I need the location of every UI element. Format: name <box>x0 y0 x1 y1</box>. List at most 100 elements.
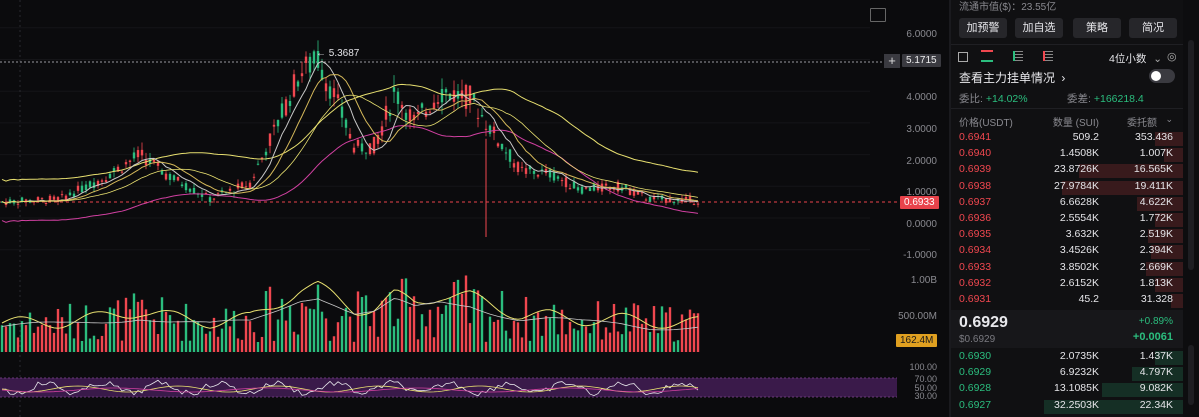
candle-body <box>16 203 20 205</box>
candle-body <box>372 136 376 154</box>
volume-bar <box>604 327 608 352</box>
volume-bar <box>32 332 36 352</box>
add-alert-button[interactable]: 加预警 <box>959 18 1007 38</box>
row-qty: 3.8502K <box>1059 260 1099 273</box>
candle-body <box>216 193 220 195</box>
circ-mcap: 流通市值($)：23.55亿 <box>959 2 1057 13</box>
volume-bar <box>528 340 532 352</box>
volume-bar <box>516 322 520 352</box>
volume-bar <box>120 340 124 352</box>
row-total: 4.797K <box>1139 366 1173 379</box>
volume-bar <box>520 337 524 352</box>
candle-body <box>200 193 204 197</box>
overview-button[interactable]: 简况 <box>1129 18 1177 38</box>
row-price: 0.6941 <box>959 131 992 143</box>
volume-bar <box>572 328 576 352</box>
book-bids-icon[interactable] <box>1013 51 1023 61</box>
volume-bar <box>484 341 488 352</box>
candle-body <box>160 170 164 175</box>
candle-body <box>568 188 572 190</box>
depth-bar <box>1171 294 1183 308</box>
mid-change-abs: +0.0061 <box>1132 331 1173 343</box>
volume-bar <box>536 312 540 352</box>
mid-price-block[interactable]: 0.6929 $0.6929 +0.89% +0.0061 <box>951 310 1183 348</box>
volume-bar <box>664 312 668 352</box>
main-orders-toggle[interactable] <box>1149 69 1175 83</box>
layout-toggle-icon[interactable] <box>958 52 968 62</box>
ask-row[interactable]: 0.6940 1.4508K 1.007K <box>951 147 1183 163</box>
volume-bar <box>28 312 32 352</box>
volume-bar <box>384 297 388 352</box>
candle-body <box>244 186 248 188</box>
page-scrollbar[interactable] <box>1183 0 1199 417</box>
ask-row[interactable]: 0.6938 27.9784K 19.411K <box>951 180 1183 196</box>
scroll-thumb[interactable] <box>1188 345 1194 405</box>
ask-row[interactable]: 0.6936 2.5554K 1.772K <box>951 212 1183 228</box>
candle-body <box>512 163 516 168</box>
volume-bar <box>300 302 304 352</box>
crosshair-add-icon[interactable]: + <box>884 54 900 68</box>
volume-bar <box>304 306 308 352</box>
fullscreen-icon[interactable] <box>870 8 886 22</box>
volume-bar <box>624 307 628 352</box>
volume-bar <box>548 317 552 352</box>
bid-row[interactable]: 0.6929 6.9232K 4.797K <box>951 366 1183 382</box>
volume-bar <box>600 339 604 352</box>
volume-bar <box>196 322 200 352</box>
volume-bar <box>232 310 236 352</box>
volume-bar <box>476 290 480 352</box>
candle-body <box>316 50 320 68</box>
volume-bar <box>480 296 484 352</box>
ask-row[interactable]: 0.6933 3.8502K 2.669K <box>951 261 1183 277</box>
volume-bar <box>180 340 184 352</box>
candle-body <box>560 180 564 182</box>
bid-row[interactable]: 0.6928 13.1085K 9.082K <box>951 382 1183 398</box>
candle-body <box>144 159 148 166</box>
rsi-tick: 70.00 <box>914 374 937 384</box>
volume-bar <box>640 323 644 352</box>
book-both-icon[interactable] <box>981 50 993 62</box>
candle-body <box>616 181 620 192</box>
sort-chevron-icon[interactable]: ⌄ <box>1165 114 1173 124</box>
candle-body <box>236 183 240 189</box>
volume-bar <box>228 326 232 352</box>
decimals-select[interactable]: 4位小数 ⌄ <box>1109 51 1162 66</box>
scroll-thumb[interactable] <box>1188 40 1194 270</box>
candle-body <box>448 93 452 100</box>
candle-body <box>540 169 544 171</box>
ask-row[interactable]: 0.6932 2.6152K 1.813K <box>951 277 1183 293</box>
candle-body <box>640 192 644 194</box>
candle-body <box>192 187 196 194</box>
add-watchlist-button[interactable]: 加自选 <box>1015 18 1063 38</box>
lower-band-line <box>1 125 699 223</box>
candle-body <box>100 180 104 182</box>
volume-bar <box>448 298 452 352</box>
decimals-select-value: 4位小数 <box>1109 53 1147 65</box>
ask-row[interactable]: 0.6935 3.632K 2.519K <box>951 228 1183 244</box>
ask-row[interactable]: 0.6939 23.8726K 16.565K <box>951 163 1183 179</box>
rsi-line <box>2 379 699 397</box>
row-qty: 6.6628K <box>1059 195 1099 208</box>
row-total: 19.411K <box>1134 179 1173 192</box>
chart-canvas[interactable] <box>0 0 949 417</box>
ask-row[interactable]: 0.6934 3.4526K 2.394K <box>951 244 1183 260</box>
strategy-button[interactable]: 策略 <box>1073 18 1121 38</box>
volume-bar <box>404 278 408 352</box>
bid-row[interactable]: 0.6927 32.2503K 22.34K <box>951 399 1183 415</box>
volume-bar <box>72 338 76 352</box>
bid-row[interactable]: 0.6930 2.0735K 1.437K <box>951 350 1183 366</box>
ask-row[interactable]: 0.6931 45.2 31.328 <box>951 293 1183 309</box>
main-orders-link[interactable]: 查看主力挂单情况 › <box>959 69 1065 86</box>
depth-bar <box>1136 196 1183 211</box>
panel-divider[interactable] <box>949 0 951 417</box>
candle-body <box>320 69 324 80</box>
kline-chart[interactable]: 6.0000 4.0000 3.0000 2.0000 1.0000 0.000… <box>0 0 949 417</box>
volume-bar <box>172 323 176 352</box>
settings-icon[interactable]: ◎ <box>1167 51 1177 63</box>
book-asks-icon[interactable] <box>1043 51 1053 61</box>
ask-row[interactable]: 0.6937 6.6628K 4.622K <box>951 196 1183 212</box>
price-tick: 3.0000 <box>906 124 937 135</box>
row-total: 1.007K <box>1139 147 1173 160</box>
ask-row[interactable]: 0.6941 509.2 353.436 <box>951 131 1183 147</box>
candle-body <box>248 182 252 188</box>
